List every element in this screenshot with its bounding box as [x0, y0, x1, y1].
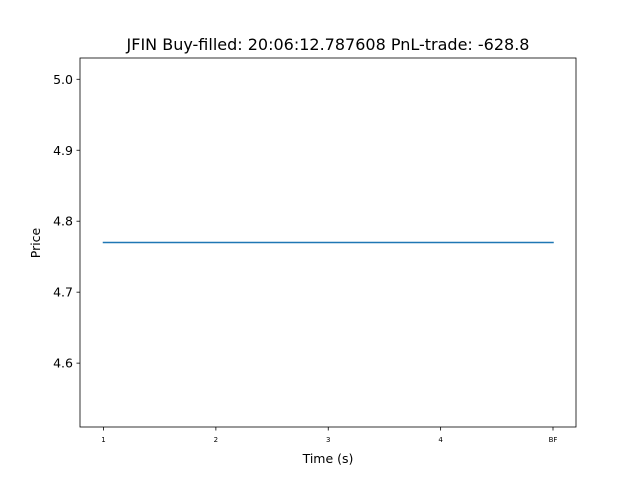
chart-title: JFIN Buy-filled: 20:06:12.787608 PnL-tra… — [126, 35, 530, 54]
y-tick-label: 5.0 — [53, 72, 73, 87]
y-tick-label: 4.7 — [53, 285, 73, 300]
x-tick-label: 2 — [214, 436, 218, 444]
x-tick-label: 1 — [101, 436, 105, 444]
y-tick-label: 4.9 — [53, 143, 73, 158]
x-tick-label: BF — [549, 436, 558, 444]
x-tick-label: 4 — [438, 436, 443, 444]
x-axis-label: Time (s) — [302, 451, 354, 466]
x-tick-label: 3 — [326, 436, 330, 444]
y-tick-label: 4.8 — [53, 214, 73, 229]
plot-area: 4.6 4.7 4.8 4.9 5.0 1 2 3 4 BF — [53, 57, 577, 444]
y-axis-label: Price — [28, 227, 43, 258]
y-tick-label: 4.6 — [53, 356, 73, 371]
